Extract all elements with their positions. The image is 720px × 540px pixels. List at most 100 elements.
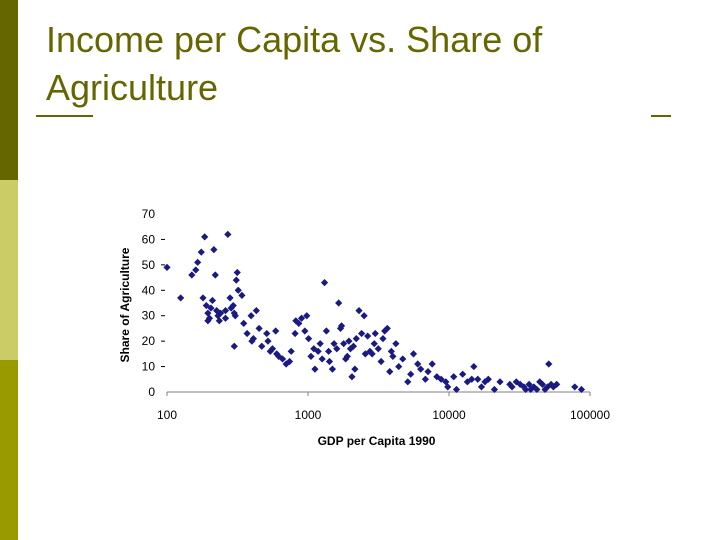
data-point xyxy=(459,370,467,378)
data-point xyxy=(355,307,363,315)
data-point xyxy=(252,307,260,315)
data-point xyxy=(450,373,458,381)
data-point xyxy=(224,230,232,238)
data-point xyxy=(424,368,432,376)
data-point xyxy=(571,383,579,391)
data-point xyxy=(468,375,476,383)
x-axis-label: GDP per Capita 1990 xyxy=(318,434,436,448)
data-point xyxy=(348,373,356,381)
slide-title: Income per Capita vs. Share of Agricultu… xyxy=(46,19,543,108)
data-point xyxy=(428,360,436,368)
data-point xyxy=(389,352,397,360)
data-point xyxy=(374,345,382,353)
data-point xyxy=(285,357,294,366)
data-point xyxy=(163,263,171,271)
data-point xyxy=(536,378,544,386)
data-point xyxy=(303,312,311,320)
data-point xyxy=(541,385,549,394)
data-point xyxy=(247,312,255,320)
data-point xyxy=(516,380,524,388)
data-point xyxy=(525,380,533,388)
data-point xyxy=(399,355,407,363)
data-point xyxy=(395,362,403,371)
data-point xyxy=(210,246,218,254)
data-point xyxy=(330,340,338,348)
data-point xyxy=(232,276,240,284)
data-point xyxy=(345,337,353,345)
data-point xyxy=(549,383,557,391)
data-point xyxy=(248,337,256,345)
data-point xyxy=(201,233,209,241)
data-point xyxy=(349,342,358,350)
data-point xyxy=(227,304,235,312)
title-underline-left xyxy=(36,115,93,117)
data-point xyxy=(452,385,461,394)
data-point xyxy=(352,335,360,343)
data-point xyxy=(342,355,350,363)
data-point xyxy=(255,324,263,333)
data-point xyxy=(371,329,379,338)
data-point xyxy=(311,365,319,373)
data-point xyxy=(263,329,271,338)
data-point xyxy=(351,365,359,373)
data-point xyxy=(477,383,486,391)
data-point xyxy=(392,340,400,348)
x-tick-label: 10000 xyxy=(432,408,466,422)
data-point xyxy=(233,268,241,277)
data-point xyxy=(316,340,324,348)
data-point xyxy=(177,294,185,302)
data-point xyxy=(325,347,333,355)
data-point xyxy=(230,342,238,350)
y-axis: 0 10 20 30 40 50 60 70 xyxy=(142,207,165,399)
y-axis-label: Share of Agriculture xyxy=(118,247,132,362)
data-point xyxy=(386,368,394,376)
data-point xyxy=(249,335,258,343)
data-point xyxy=(273,350,281,358)
data-point xyxy=(221,314,230,322)
y-tick-label: 60 xyxy=(142,232,156,246)
data-point xyxy=(328,365,337,373)
data-point xyxy=(318,355,326,363)
data-point xyxy=(437,375,445,383)
data-point xyxy=(383,324,391,333)
y-tick-label: 30 xyxy=(142,309,156,323)
data-point xyxy=(207,304,215,312)
data-point xyxy=(295,319,303,327)
data-point xyxy=(444,383,452,391)
data-point xyxy=(474,375,482,383)
data-point xyxy=(409,350,418,358)
data-point xyxy=(506,380,514,388)
data-point xyxy=(188,271,196,279)
y-tick-label: 20 xyxy=(142,334,156,348)
data-point xyxy=(360,312,368,320)
data-point xyxy=(192,266,200,274)
data-point xyxy=(194,258,202,266)
accent-bar-top xyxy=(0,0,18,180)
data-point xyxy=(238,291,246,299)
x-tick-label: 1000 xyxy=(295,408,322,422)
accent-bar-bottom xyxy=(0,360,18,540)
data-point xyxy=(221,307,230,315)
y-tick-label: 0 xyxy=(148,385,155,399)
data-point xyxy=(287,347,295,355)
data-point xyxy=(481,378,489,386)
data-point xyxy=(322,327,330,335)
data-point xyxy=(205,314,214,322)
data-point xyxy=(547,380,555,388)
data-point xyxy=(215,317,223,325)
data-point xyxy=(314,347,322,355)
data-point xyxy=(387,347,395,355)
data-point xyxy=(470,362,478,371)
data-point xyxy=(199,294,207,302)
data-point xyxy=(226,294,234,302)
y-tick-label: 50 xyxy=(142,258,156,272)
data-point xyxy=(268,345,277,353)
data-points xyxy=(163,230,586,394)
data-point xyxy=(340,340,348,348)
data-point xyxy=(291,329,299,338)
data-point xyxy=(407,370,415,378)
data-point xyxy=(335,299,343,307)
data-point xyxy=(545,360,553,368)
data-point xyxy=(258,342,266,350)
